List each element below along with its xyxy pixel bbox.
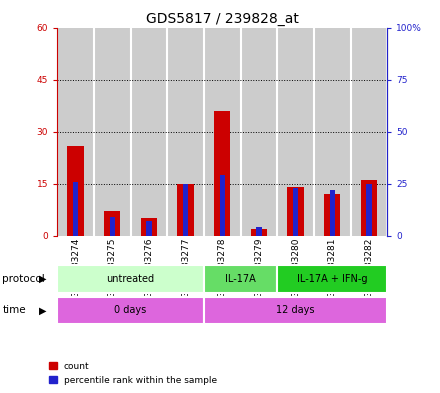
Bar: [57, 28, 94, 236]
Bar: [204, 265, 277, 293]
Bar: [256, 228, 261, 236]
Text: ▶: ▶: [39, 274, 47, 284]
Bar: [204, 297, 387, 324]
Bar: [167, 28, 204, 236]
Bar: [177, 184, 194, 236]
Bar: [214, 111, 230, 236]
Text: untreated: untreated: [106, 274, 154, 284]
Bar: [277, 28, 314, 236]
Text: IL-17A + IFN-g: IL-17A + IFN-g: [297, 274, 367, 284]
Bar: [110, 217, 115, 236]
Bar: [146, 221, 151, 236]
Bar: [366, 184, 371, 236]
Bar: [293, 188, 298, 236]
Bar: [351, 28, 387, 236]
Bar: [330, 190, 335, 236]
Text: time: time: [2, 305, 26, 316]
Text: protocol: protocol: [2, 274, 45, 284]
Text: 12 days: 12 days: [276, 305, 315, 316]
Text: 0 days: 0 days: [114, 305, 147, 316]
Bar: [67, 145, 84, 236]
Text: ▶: ▶: [39, 305, 47, 316]
Legend: count, percentile rank within the sample: count, percentile rank within the sample: [48, 362, 217, 385]
Bar: [57, 265, 204, 293]
Text: IL-17A: IL-17A: [225, 274, 256, 284]
Bar: [204, 28, 241, 236]
Bar: [73, 182, 78, 236]
Bar: [141, 219, 157, 236]
Bar: [241, 28, 277, 236]
Bar: [361, 180, 377, 236]
Bar: [287, 187, 304, 236]
Title: GDS5817 / 239828_at: GDS5817 / 239828_at: [146, 13, 299, 26]
Bar: [251, 229, 267, 236]
Bar: [183, 184, 188, 236]
Bar: [57, 297, 204, 324]
Bar: [104, 211, 120, 236]
Bar: [314, 28, 351, 236]
Bar: [131, 28, 167, 236]
Bar: [94, 28, 131, 236]
Bar: [277, 265, 387, 293]
Bar: [220, 175, 225, 236]
Bar: [324, 194, 340, 236]
